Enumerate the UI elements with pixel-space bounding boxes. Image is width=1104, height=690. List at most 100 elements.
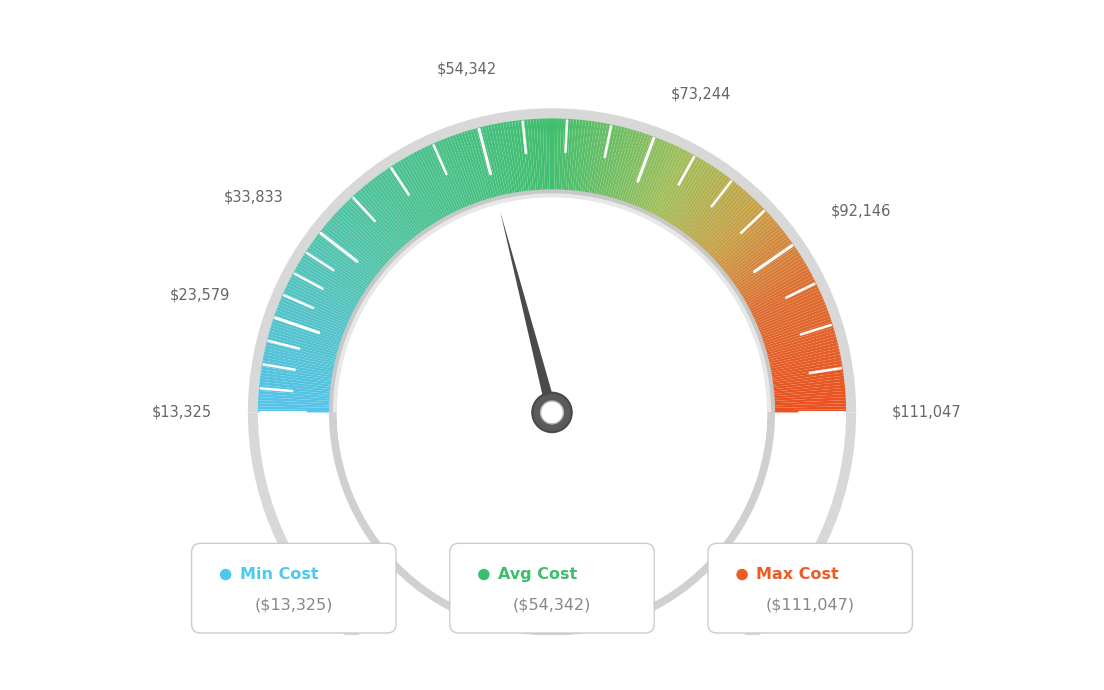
Wedge shape <box>280 295 354 329</box>
Wedge shape <box>288 279 360 317</box>
Wedge shape <box>719 228 783 279</box>
Wedge shape <box>724 237 790 286</box>
Wedge shape <box>634 140 666 214</box>
Circle shape <box>736 569 747 580</box>
Wedge shape <box>374 177 424 241</box>
Wedge shape <box>516 120 528 199</box>
Wedge shape <box>277 304 352 335</box>
Wedge shape <box>424 146 460 219</box>
Wedge shape <box>567 119 576 198</box>
Wedge shape <box>765 373 843 386</box>
Wedge shape <box>625 136 655 210</box>
Wedge shape <box>698 196 753 255</box>
Wedge shape <box>658 156 699 226</box>
Wedge shape <box>306 250 373 295</box>
Wedge shape <box>746 287 819 323</box>
Wedge shape <box>358 190 412 251</box>
Wedge shape <box>310 242 376 290</box>
Wedge shape <box>762 345 839 366</box>
Wedge shape <box>734 255 802 299</box>
Wedge shape <box>543 119 548 197</box>
Wedge shape <box>372 178 422 242</box>
Wedge shape <box>261 366 339 381</box>
Wedge shape <box>736 260 805 303</box>
Wedge shape <box>537 119 543 197</box>
Wedge shape <box>485 126 505 203</box>
Text: $111,047: $111,047 <box>892 405 962 420</box>
Text: $92,146: $92,146 <box>831 204 892 218</box>
Text: $13,325: $13,325 <box>152 405 212 420</box>
Wedge shape <box>764 364 842 379</box>
Wedge shape <box>749 293 821 327</box>
Wedge shape <box>435 141 468 215</box>
Wedge shape <box>264 351 341 370</box>
Wedge shape <box>607 128 631 205</box>
Wedge shape <box>275 310 350 339</box>
Wedge shape <box>747 290 820 325</box>
Wedge shape <box>422 148 458 219</box>
Wedge shape <box>528 119 537 198</box>
Wedge shape <box>304 253 372 297</box>
Wedge shape <box>444 138 475 213</box>
Wedge shape <box>509 121 523 199</box>
Wedge shape <box>338 209 396 265</box>
Wedge shape <box>760 336 837 359</box>
Wedge shape <box>370 180 421 244</box>
Wedge shape <box>646 148 682 219</box>
Wedge shape <box>620 134 649 209</box>
Wedge shape <box>767 400 846 406</box>
Wedge shape <box>654 153 693 224</box>
Wedge shape <box>614 131 640 207</box>
Wedge shape <box>744 279 816 317</box>
Wedge shape <box>447 137 477 212</box>
Wedge shape <box>765 375 845 388</box>
Wedge shape <box>549 119 552 197</box>
Wedge shape <box>756 322 832 348</box>
Wedge shape <box>766 385 845 395</box>
Wedge shape <box>702 202 760 260</box>
Circle shape <box>220 569 232 580</box>
Wedge shape <box>344 202 402 260</box>
Wedge shape <box>512 121 526 199</box>
Wedge shape <box>741 270 811 310</box>
Text: Max Cost: Max Cost <box>756 567 839 582</box>
Wedge shape <box>699 198 755 257</box>
Wedge shape <box>572 119 583 199</box>
Wedge shape <box>763 351 840 370</box>
Wedge shape <box>300 257 369 301</box>
Wedge shape <box>612 130 637 206</box>
Wedge shape <box>585 122 601 200</box>
Wedge shape <box>631 139 664 213</box>
Wedge shape <box>729 244 795 291</box>
Wedge shape <box>503 122 519 200</box>
Wedge shape <box>337 197 767 413</box>
Wedge shape <box>696 194 751 254</box>
Text: $33,833: $33,833 <box>223 189 284 204</box>
Wedge shape <box>754 310 829 339</box>
Wedge shape <box>755 316 830 344</box>
Wedge shape <box>274 313 350 342</box>
Wedge shape <box>262 364 340 379</box>
Wedge shape <box>637 143 671 216</box>
Wedge shape <box>673 169 720 236</box>
Wedge shape <box>686 182 737 245</box>
Wedge shape <box>497 123 513 201</box>
Wedge shape <box>671 168 718 235</box>
Wedge shape <box>651 152 691 223</box>
Wedge shape <box>745 284 818 321</box>
Wedge shape <box>530 119 539 198</box>
Wedge shape <box>588 122 604 201</box>
Wedge shape <box>691 188 744 250</box>
Wedge shape <box>722 233 786 282</box>
Wedge shape <box>752 304 827 335</box>
Wedge shape <box>701 200 757 259</box>
Wedge shape <box>552 119 555 197</box>
Wedge shape <box>737 263 807 305</box>
Wedge shape <box>266 342 343 364</box>
Wedge shape <box>742 273 813 313</box>
Wedge shape <box>723 235 788 284</box>
Wedge shape <box>438 140 470 214</box>
Text: ($13,325): ($13,325) <box>255 598 333 613</box>
Wedge shape <box>694 192 749 253</box>
Wedge shape <box>659 158 702 227</box>
